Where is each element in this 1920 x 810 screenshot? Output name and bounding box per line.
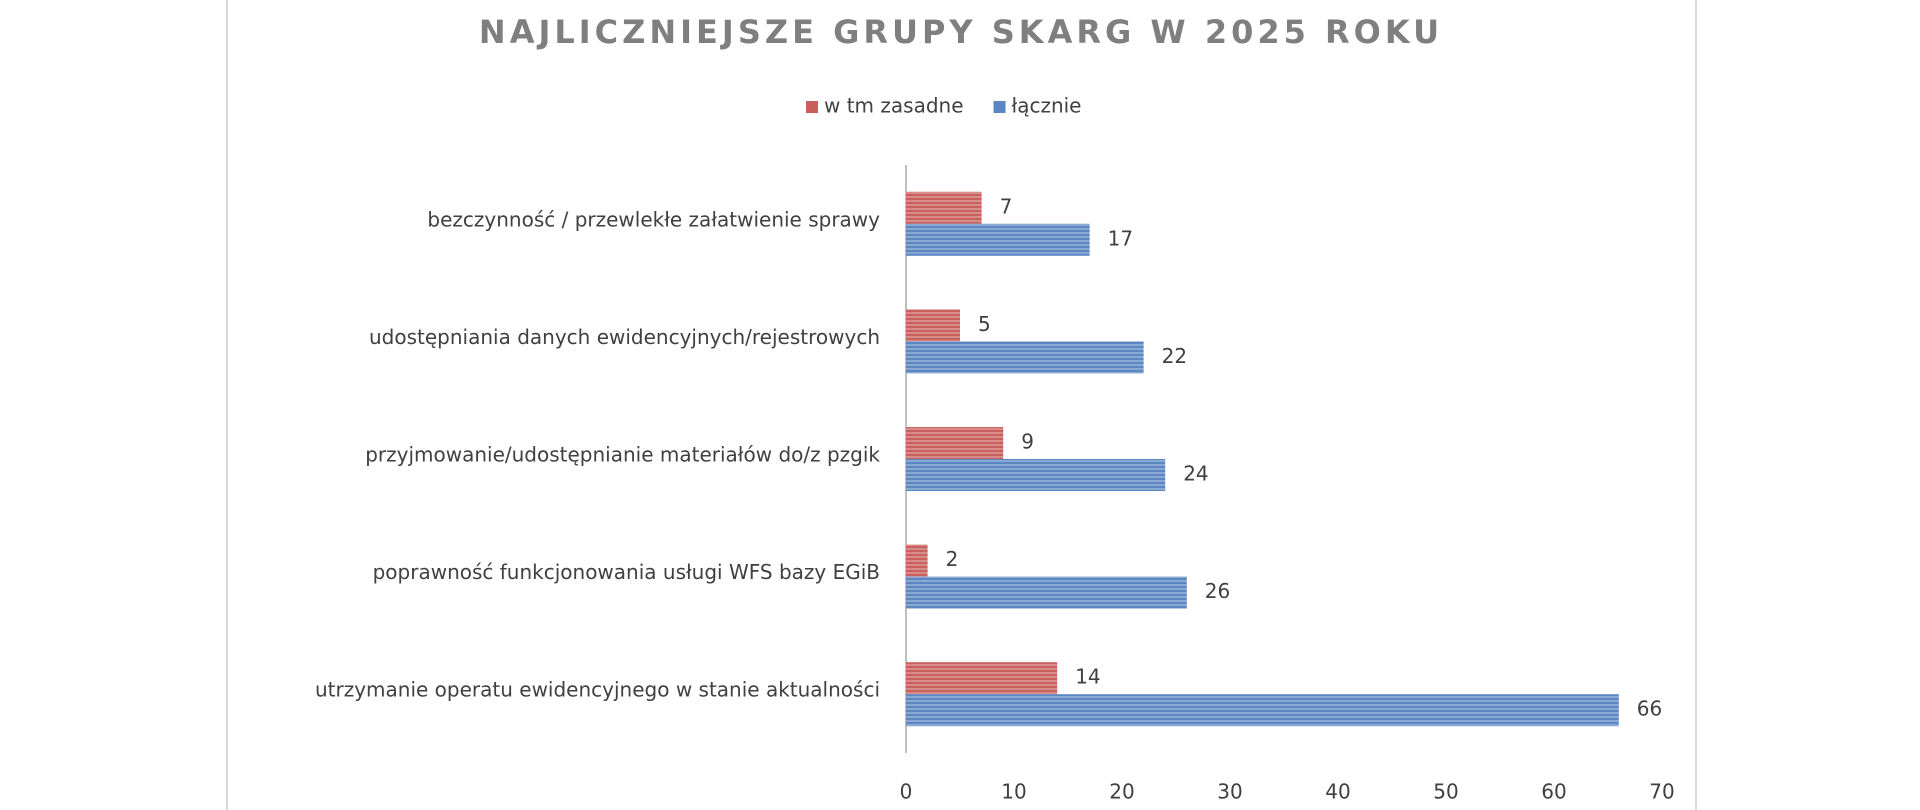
bar-texture <box>906 427 1004 459</box>
legend-swatch <box>806 101 818 113</box>
bar-texture <box>906 662 1058 695</box>
legend-label: w tm zasadne <box>824 94 964 118</box>
data-label: 7 <box>1000 194 1013 218</box>
chart-title: NAJLICZNIEJSZE GRUPY SKARG W 2025 ROKU <box>479 13 1443 51</box>
bar-texture <box>906 309 960 342</box>
data-label: 9 <box>1021 430 1034 454</box>
x-tick-label: 10 <box>1001 780 1026 804</box>
x-tick-label: 60 <box>1541 780 1566 804</box>
y-tick-label: poprawność funkcjonowania usługi WFS baz… <box>373 560 880 584</box>
bar-texture <box>906 459 1166 491</box>
bar-texture <box>906 694 1619 727</box>
y-tick-label: utrzymanie operatu ewidencyjnego w stani… <box>315 678 880 702</box>
y-tick-label: bezczynność / przewlekłe załatwienie spr… <box>427 207 880 231</box>
data-label: 26 <box>1205 579 1230 603</box>
data-label: 2 <box>946 547 959 571</box>
data-label: 14 <box>1075 665 1100 689</box>
bar-texture <box>906 223 1090 256</box>
data-label: 5 <box>978 312 991 336</box>
x-tick-label: 20 <box>1109 780 1134 804</box>
bar-texture <box>906 544 928 577</box>
x-tick-label: 70 <box>1649 780 1674 804</box>
x-tick-label: 40 <box>1325 780 1350 804</box>
bar-texture <box>906 341 1144 374</box>
data-label: 17 <box>1108 226 1133 250</box>
bar-texture <box>906 191 982 224</box>
data-label: 22 <box>1162 344 1187 368</box>
bar-texture <box>906 576 1187 609</box>
x-tick-label: 50 <box>1433 780 1458 804</box>
legend-swatch <box>993 101 1006 113</box>
data-label: 24 <box>1183 462 1208 486</box>
data-label: 66 <box>1637 697 1662 721</box>
y-tick-label: udostępniania danych ewidencyjnych/rejes… <box>369 325 880 349</box>
x-tick-label: 30 <box>1217 780 1242 804</box>
x-tick-label: 0 <box>900 780 913 804</box>
y-tick-label: przyjmowanie/udostępnianie materiałów do… <box>365 443 880 467</box>
legend-label: łącznie <box>1012 94 1082 118</box>
